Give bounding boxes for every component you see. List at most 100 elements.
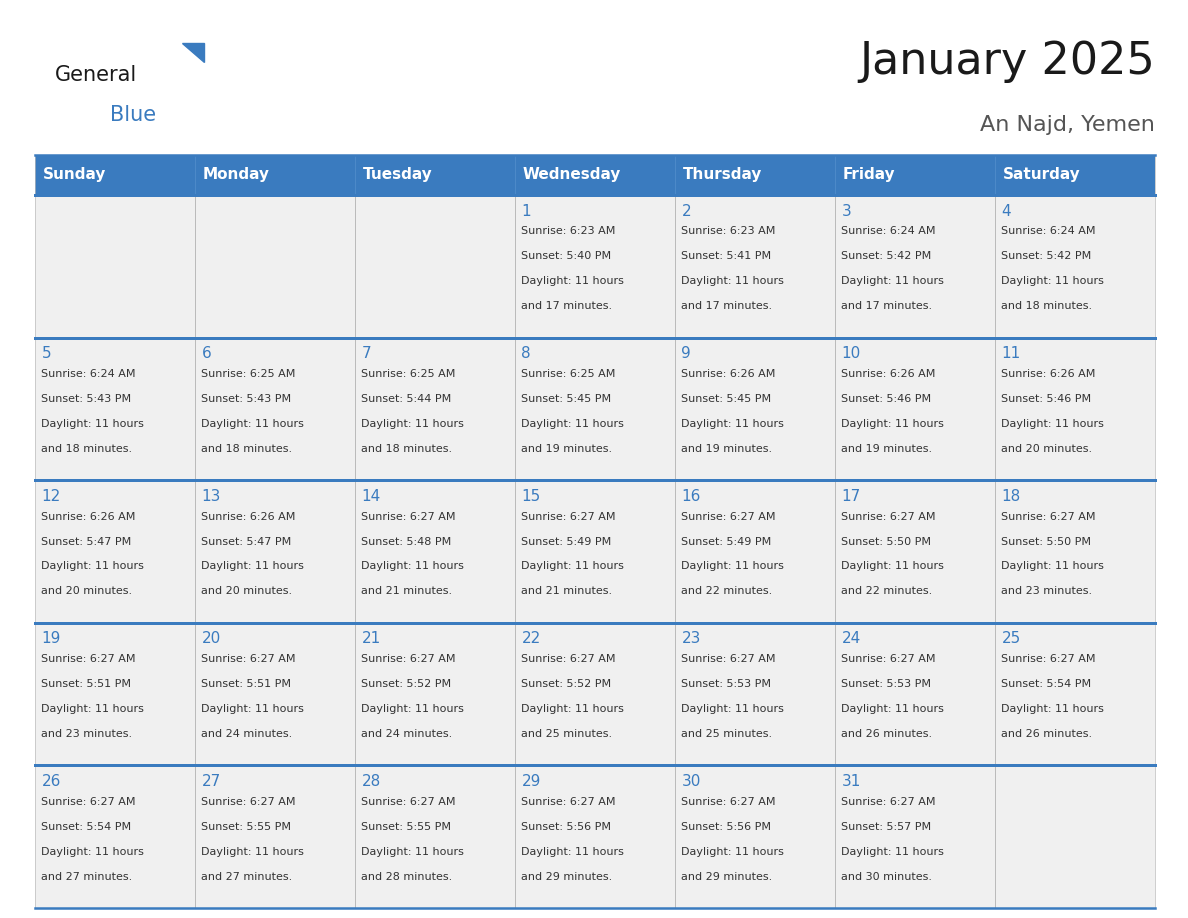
- Text: Daylight: 11 hours: Daylight: 11 hours: [682, 562, 784, 572]
- Polygon shape: [182, 43, 204, 62]
- Text: 19: 19: [42, 632, 61, 646]
- Text: Sunset: 5:42 PM: Sunset: 5:42 PM: [1001, 252, 1092, 262]
- Text: and 22 minutes.: and 22 minutes.: [841, 587, 933, 597]
- Bar: [34, 155, 195, 195]
- Text: Daylight: 11 hours: Daylight: 11 hours: [361, 704, 465, 714]
- Text: Saturday: Saturday: [1003, 167, 1081, 183]
- Text: January 2025: January 2025: [859, 40, 1155, 83]
- Bar: [835, 622, 996, 766]
- Bar: [195, 766, 355, 908]
- Text: Sunset: 5:51 PM: Sunset: 5:51 PM: [202, 679, 291, 689]
- Text: and 29 minutes.: and 29 minutes.: [522, 871, 613, 881]
- Text: and 27 minutes.: and 27 minutes.: [42, 871, 133, 881]
- Text: and 20 minutes.: and 20 minutes.: [42, 587, 133, 597]
- Text: Sunset: 5:53 PM: Sunset: 5:53 PM: [682, 679, 771, 689]
- Text: Sunrise: 6:26 AM: Sunrise: 6:26 AM: [202, 511, 296, 521]
- Text: 22: 22: [522, 632, 541, 646]
- Text: Daylight: 11 hours: Daylight: 11 hours: [841, 704, 944, 714]
- Bar: [675, 766, 835, 908]
- Bar: [996, 155, 1155, 195]
- Text: Daylight: 11 hours: Daylight: 11 hours: [202, 704, 304, 714]
- Text: Daylight: 11 hours: Daylight: 11 hours: [682, 704, 784, 714]
- Text: Sunday: Sunday: [43, 167, 107, 183]
- Bar: [195, 195, 355, 338]
- Text: and 19 minutes.: and 19 minutes.: [522, 443, 613, 453]
- Text: Sunrise: 6:25 AM: Sunrise: 6:25 AM: [361, 369, 456, 379]
- Text: Sunrise: 6:27 AM: Sunrise: 6:27 AM: [841, 655, 936, 664]
- Text: 23: 23: [682, 632, 701, 646]
- Text: Daylight: 11 hours: Daylight: 11 hours: [361, 419, 465, 429]
- Text: Sunrise: 6:25 AM: Sunrise: 6:25 AM: [202, 369, 296, 379]
- Text: Thursday: Thursday: [683, 167, 763, 183]
- Text: and 29 minutes.: and 29 minutes.: [682, 871, 772, 881]
- Text: and 24 minutes.: and 24 minutes.: [361, 729, 453, 739]
- Text: Daylight: 11 hours: Daylight: 11 hours: [361, 562, 465, 572]
- Bar: [675, 480, 835, 622]
- Bar: [516, 766, 675, 908]
- Text: 9: 9: [682, 346, 691, 361]
- Text: 29: 29: [522, 774, 541, 789]
- Text: 3: 3: [841, 204, 851, 218]
- Text: 15: 15: [522, 488, 541, 504]
- Text: Sunrise: 6:26 AM: Sunrise: 6:26 AM: [42, 511, 135, 521]
- Bar: [355, 195, 516, 338]
- Text: Daylight: 11 hours: Daylight: 11 hours: [841, 846, 944, 856]
- Text: Sunset: 5:46 PM: Sunset: 5:46 PM: [841, 394, 931, 404]
- Text: Sunrise: 6:27 AM: Sunrise: 6:27 AM: [522, 655, 615, 664]
- Text: Sunrise: 6:26 AM: Sunrise: 6:26 AM: [682, 369, 776, 379]
- Bar: [516, 155, 675, 195]
- Text: Daylight: 11 hours: Daylight: 11 hours: [1001, 419, 1105, 429]
- Text: Sunset: 5:47 PM: Sunset: 5:47 PM: [202, 536, 291, 546]
- Text: and 28 minutes.: and 28 minutes.: [361, 871, 453, 881]
- Text: Sunrise: 6:27 AM: Sunrise: 6:27 AM: [202, 655, 296, 664]
- Bar: [835, 338, 996, 480]
- Text: Wednesday: Wednesday: [523, 167, 621, 183]
- Text: 25: 25: [1001, 632, 1020, 646]
- Bar: [675, 155, 835, 195]
- Text: 14: 14: [361, 488, 380, 504]
- Text: 13: 13: [202, 488, 221, 504]
- Text: Sunset: 5:43 PM: Sunset: 5:43 PM: [202, 394, 291, 404]
- Text: and 26 minutes.: and 26 minutes.: [841, 729, 933, 739]
- Text: and 18 minutes.: and 18 minutes.: [42, 443, 133, 453]
- Bar: [355, 155, 516, 195]
- Text: An Najd, Yemen: An Najd, Yemen: [980, 115, 1155, 135]
- Bar: [675, 195, 835, 338]
- Text: Daylight: 11 hours: Daylight: 11 hours: [1001, 704, 1105, 714]
- Bar: [996, 195, 1155, 338]
- Text: Sunset: 5:45 PM: Sunset: 5:45 PM: [682, 394, 771, 404]
- Bar: [355, 622, 516, 766]
- Bar: [355, 766, 516, 908]
- Text: General: General: [55, 65, 138, 85]
- Text: Sunrise: 6:27 AM: Sunrise: 6:27 AM: [361, 797, 456, 807]
- Text: Friday: Friday: [843, 167, 896, 183]
- Text: and 26 minutes.: and 26 minutes.: [1001, 729, 1093, 739]
- Text: and 18 minutes.: and 18 minutes.: [1001, 301, 1093, 311]
- Text: 20: 20: [202, 632, 221, 646]
- Text: 28: 28: [361, 774, 380, 789]
- Bar: [516, 195, 675, 338]
- Bar: [34, 480, 195, 622]
- Text: Daylight: 11 hours: Daylight: 11 hours: [522, 846, 624, 856]
- Text: Sunset: 5:52 PM: Sunset: 5:52 PM: [361, 679, 451, 689]
- Text: 18: 18: [1001, 488, 1020, 504]
- Text: Daylight: 11 hours: Daylight: 11 hours: [682, 419, 784, 429]
- Text: 8: 8: [522, 346, 531, 361]
- Text: 2: 2: [682, 204, 691, 218]
- Text: and 22 minutes.: and 22 minutes.: [682, 587, 772, 597]
- Text: Sunset: 5:49 PM: Sunset: 5:49 PM: [682, 536, 772, 546]
- Text: Sunset: 5:52 PM: Sunset: 5:52 PM: [522, 679, 612, 689]
- Text: Sunset: 5:50 PM: Sunset: 5:50 PM: [1001, 536, 1092, 546]
- Text: and 19 minutes.: and 19 minutes.: [682, 443, 772, 453]
- Text: Daylight: 11 hours: Daylight: 11 hours: [202, 419, 304, 429]
- Bar: [835, 195, 996, 338]
- Bar: [355, 338, 516, 480]
- Text: Sunrise: 6:26 AM: Sunrise: 6:26 AM: [1001, 369, 1095, 379]
- Text: Daylight: 11 hours: Daylight: 11 hours: [841, 562, 944, 572]
- Text: Daylight: 11 hours: Daylight: 11 hours: [682, 846, 784, 856]
- Text: Sunrise: 6:27 AM: Sunrise: 6:27 AM: [522, 511, 615, 521]
- Bar: [996, 766, 1155, 908]
- Text: Daylight: 11 hours: Daylight: 11 hours: [1001, 276, 1105, 286]
- Text: Sunset: 5:57 PM: Sunset: 5:57 PM: [841, 822, 931, 832]
- Text: Daylight: 11 hours: Daylight: 11 hours: [361, 846, 465, 856]
